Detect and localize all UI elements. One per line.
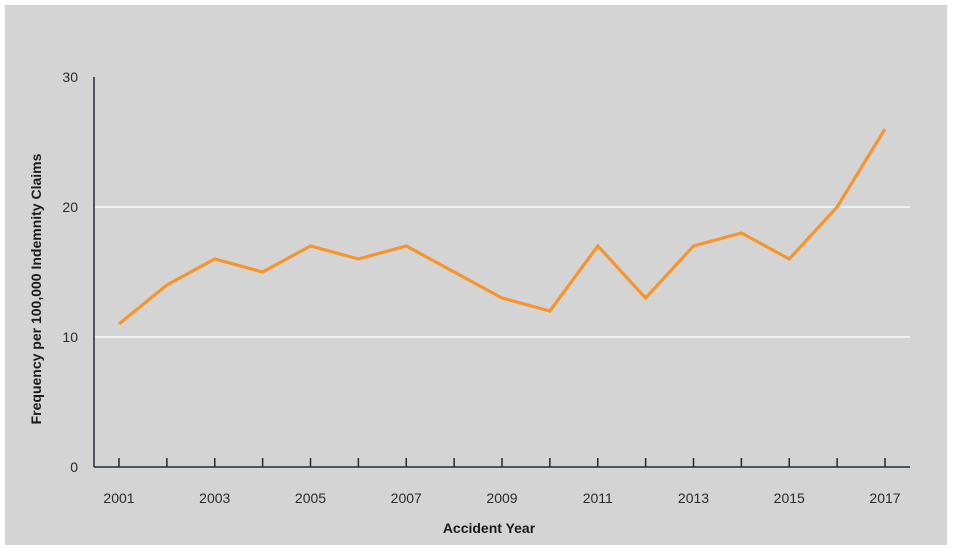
x-tick-label-2011: 2011 <box>583 490 613 506</box>
chart-panel: 0 10 20 30 2001 2003 2005 2007 2009 2011 2013 2015 2… <box>5 5 947 545</box>
y-tick-label-30: 30 <box>62 69 78 85</box>
x-tick-label-2017: 2017 <box>869 490 900 506</box>
x-axis-title: Accident Year <box>443 520 536 536</box>
line-chart: 0 10 20 30 2001 2003 2005 2007 2009 2011 2013 2015 2… <box>28 69 910 536</box>
x-tick-label-2005: 2005 <box>295 490 326 506</box>
y-tick-label-0: 0 <box>70 459 78 475</box>
x-tick-label-2013: 2013 <box>678 490 709 506</box>
x-tick-label-2007: 2007 <box>391 490 422 506</box>
gridlines <box>94 206 910 338</box>
labels: 0 10 20 30 2001 2003 2005 2007 2009 2011 2013 2015 2… <box>62 69 900 506</box>
axes <box>93 77 910 468</box>
series-layer <box>117 128 887 326</box>
y-tick-label-10: 10 <box>62 329 78 345</box>
x-tick-label-2015: 2015 <box>774 490 805 506</box>
ticks <box>118 458 886 467</box>
y-tick-label-20: 20 <box>62 199 78 215</box>
series-line-0 <box>117 128 887 326</box>
x-tick-label-2009: 2009 <box>486 490 517 506</box>
x-tick-label-2003: 2003 <box>199 490 230 506</box>
y-axis-title: Frequency per 100,000 Indemnity Claims <box>28 153 44 424</box>
x-tick-label-2001: 2001 <box>103 490 134 506</box>
